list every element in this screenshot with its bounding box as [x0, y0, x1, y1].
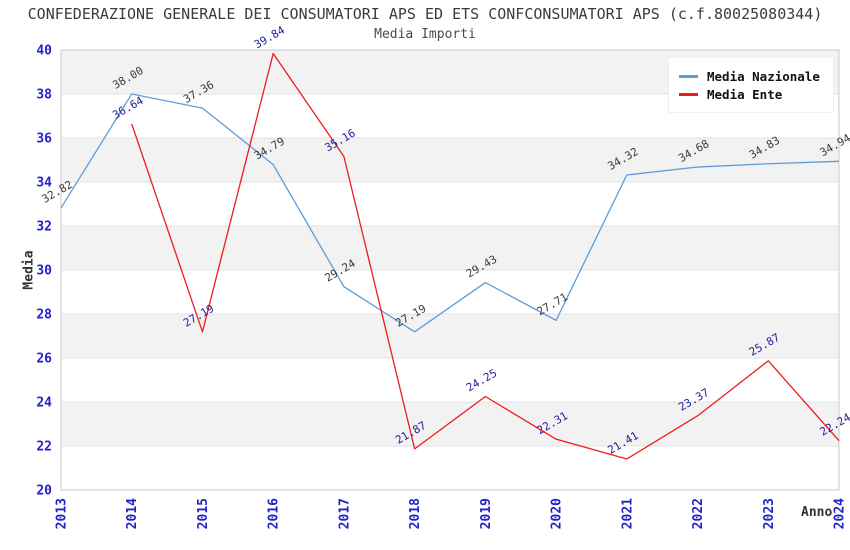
y-tick-label: 40: [36, 44, 52, 59]
point-label: 39.84: [252, 23, 288, 51]
plot-band: [61, 314, 839, 358]
x-tick-label: 2013: [55, 498, 70, 529]
y-tick-label: 26: [36, 352, 52, 367]
plot-band: [61, 446, 839, 490]
x-tick-label: 2017: [337, 498, 352, 529]
plot-band: [61, 402, 839, 446]
x-tick-label: 2023: [762, 498, 777, 529]
x-tick-label: 2022: [691, 498, 706, 529]
y-axis-title: Media: [21, 250, 37, 290]
x-tick-label: 2019: [479, 498, 494, 529]
y-tick-label: 24: [36, 396, 52, 411]
x-tick-label: 2015: [196, 498, 211, 529]
y-tick-label: 32: [36, 220, 52, 235]
y-tick-label: 30: [36, 264, 52, 279]
x-tick-label: 2021: [620, 498, 635, 529]
legend-label-ente: Media Ente: [707, 86, 783, 102]
y-tick-label: 20: [36, 484, 52, 499]
x-tick-label: 2018: [408, 498, 423, 529]
series-line-ente: [131, 52, 840, 460]
legend-item-media-nazionale: Media Nazionale: [679, 68, 825, 84]
legend-line-swatch-ente: [679, 92, 698, 96]
legend: Media Nazionale Media Ente: [668, 57, 834, 113]
y-tick-label: 22: [36, 440, 52, 455]
plot-frame: [60, 49, 840, 491]
x-axis-title: Anno: [801, 505, 833, 520]
y-tick-label: 28: [36, 308, 52, 323]
x-tick-label: 2016: [267, 498, 282, 529]
chart-subtitle: Media Importi: [374, 27, 476, 42]
legend-line-swatch-nazionale: [679, 74, 698, 78]
plot-band: [61, 138, 839, 182]
y-tick-label: 36: [36, 132, 52, 147]
legend-item-media-ente: Media Ente: [679, 86, 825, 102]
x-tick-label: 2014: [125, 498, 140, 529]
x-tick-label: 2020: [550, 498, 565, 529]
y-tick-label: 38: [36, 88, 52, 103]
y-tick-label: 34: [36, 176, 52, 191]
legend-label-nazionale: Media Nazionale: [707, 68, 820, 84]
x-tick-label: 2024: [833, 498, 848, 529]
series-line-nazionale: [60, 93, 840, 333]
plot-band: [61, 182, 839, 226]
plot-band: [61, 226, 839, 270]
chart-title: CONFEDERAZIONE GENERALE DEI CONSUMATORI …: [27, 5, 823, 23]
plot-band: [61, 358, 839, 402]
